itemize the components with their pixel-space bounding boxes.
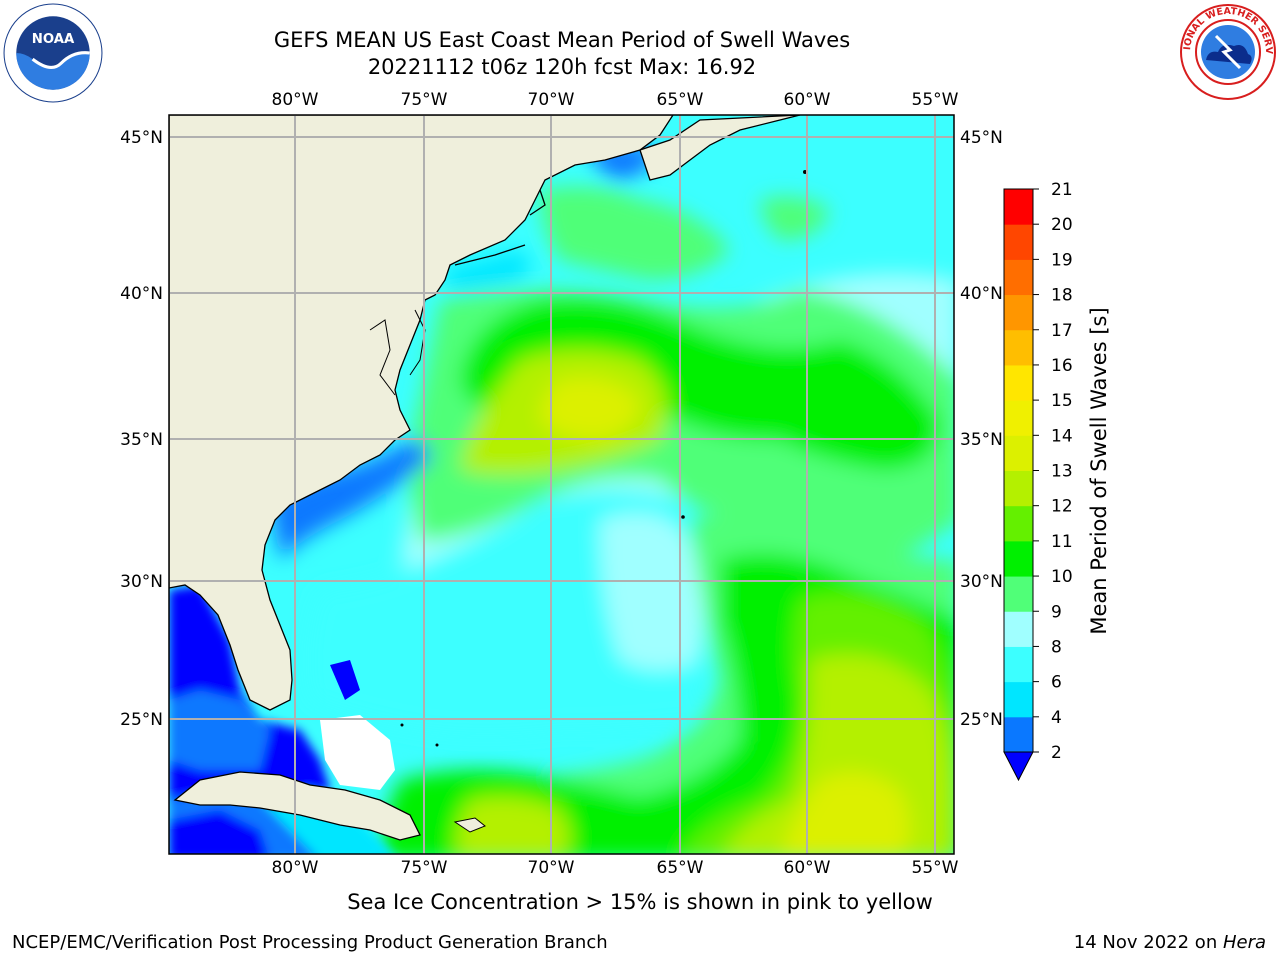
- lon-label-bottom: 75°W: [401, 858, 448, 878]
- graticule: [169, 115, 954, 854]
- lat-label-left: 25°N: [120, 710, 163, 730]
- colorbar-segment: [1004, 435, 1033, 471]
- map-field: [169, 115, 954, 854]
- lon-label-top: 75°W: [401, 90, 448, 110]
- colorbar-segment: [1004, 400, 1033, 436]
- lon-label-bottom: 55°W: [912, 858, 959, 878]
- map-frame: [168, 114, 955, 855]
- island-land: [453, 817, 486, 833]
- colorbar-segment: [1004, 505, 1033, 542]
- cuba-land: [173, 771, 421, 841]
- lon-label-top: 55°W: [912, 90, 959, 110]
- bahamas-shallows: [320, 715, 395, 790]
- footer-machine: Hera: [1222, 932, 1266, 953]
- colorbar: 2 4 6 8 9 10 11 12 13 14 15 16 17 18 19 20 21: [1003, 180, 1073, 782]
- colorbar-segment: [1004, 646, 1033, 683]
- lat-label-right: 40°N: [960, 284, 1003, 304]
- noaa-logo-text: NOAA: [32, 32, 75, 47]
- colorbar-segment: [1004, 716, 1033, 753]
- colorbar-tick-label: 10: [1051, 567, 1073, 587]
- footer-date: 14 Nov 2022 on Hera: [1074, 932, 1266, 953]
- delmarva-coast: [409, 309, 426, 376]
- swell-period-contours: [270, 143, 954, 854]
- footer-credit: NCEP/EMC/Verification Post Processing Pr…: [12, 932, 608, 953]
- colorbar-segment: [1004, 540, 1033, 577]
- colorbar-segment: [1004, 294, 1033, 331]
- bermuda-island: [681, 515, 685, 519]
- lon-label-bottom: 60°W: [784, 858, 831, 878]
- nws-logo: NATIONAL WEATHER SERVICE: [1178, 2, 1276, 100]
- lat-label-left: 35°N: [120, 430, 163, 450]
- lon-label-bottom: 70°W: [528, 858, 575, 878]
- colorbar-segment: [1004, 611, 1033, 647]
- lat-label-right: 25°N: [960, 710, 1003, 730]
- colorbar-segment: [1004, 470, 1033, 507]
- island-dot: [400, 723, 404, 727]
- footer-date-text: 14 Nov 2022 on: [1073, 932, 1223, 953]
- colorbar-under-extension: [1003, 751, 1034, 782]
- colorbar-segment: [1004, 364, 1033, 401]
- colorbar-tick-label: 4: [1051, 708, 1062, 728]
- lat-label-left: 30°N: [120, 572, 163, 592]
- lat-label-right: 35°N: [960, 430, 1003, 450]
- lon-label-bottom: 65°W: [657, 858, 704, 878]
- colorbar-segment: [1004, 576, 1033, 612]
- colorbar-tick-label: 2: [1051, 743, 1062, 763]
- lat-label-left: 45°N: [120, 128, 163, 148]
- colorbar-segment: [1004, 189, 1033, 225]
- cape-cod-coast: [529, 189, 546, 216]
- lon-label-top: 80°W: [272, 90, 319, 110]
- colorbar-tick-label: 19: [1051, 250, 1073, 270]
- lon-label-top: 60°W: [784, 90, 831, 110]
- lat-label-right: 30°N: [960, 572, 1003, 592]
- bahamas-deep: [330, 660, 360, 700]
- colorbar-segment: [1004, 329, 1033, 366]
- colorbar-tick-label: 16: [1051, 356, 1073, 376]
- chesapeake-coast: [369, 319, 396, 396]
- colorbar-tick-label: 20: [1051, 215, 1073, 235]
- colorbar-tick-label: 12: [1051, 497, 1073, 517]
- colorbar-tick-label: 17: [1051, 321, 1073, 341]
- lon-label-top: 65°W: [657, 90, 704, 110]
- map-axis-labels: 80°W 80°W 75°W 75°W 70°W 70°W 65°W 65°W 60°W 60°W…: [120, 90, 1003, 878]
- colorbar-tick-label: 14: [1051, 426, 1073, 446]
- lat-label-left: 40°N: [120, 284, 163, 304]
- colorbar-label: Mean Period of Swell Waves [s]: [1087, 307, 1111, 634]
- colorbar-tick-label: 21: [1051, 180, 1073, 200]
- chart-subtitle: 20221112 t06z 120h fcst Max: 16.92: [367, 55, 757, 79]
- noaa-logo: NOAA: [3, 3, 103, 103]
- lat-label-right: 45°N: [960, 128, 1003, 148]
- colorbar-tick-label: 15: [1051, 391, 1073, 411]
- sea-ice-caption: Sea Ice Concentration > 15% is shown in …: [347, 890, 933, 914]
- colorbar-tick-label: 13: [1051, 462, 1073, 482]
- colorbar-tick-label: 18: [1051, 286, 1073, 306]
- gulf-of-mexico: [169, 585, 394, 854]
- colorbar-tick-label: 6: [1051, 673, 1062, 693]
- colorbar-segment: [1004, 224, 1033, 260]
- lon-label-top: 70°W: [528, 90, 575, 110]
- colorbar-tick-label: 11: [1051, 532, 1073, 552]
- colorbar-segment: [1004, 259, 1033, 296]
- island-dot: [435, 743, 439, 747]
- colorbar-tick-label: 9: [1051, 602, 1062, 622]
- long-island-coast: [454, 244, 526, 266]
- colorbar-segment: [1004, 681, 1033, 718]
- lon-label-bottom: 80°W: [272, 858, 319, 878]
- chart-title: GEFS MEAN US East Coast Mean Period of S…: [273, 28, 851, 52]
- colorbar-tick-label: 8: [1051, 637, 1062, 657]
